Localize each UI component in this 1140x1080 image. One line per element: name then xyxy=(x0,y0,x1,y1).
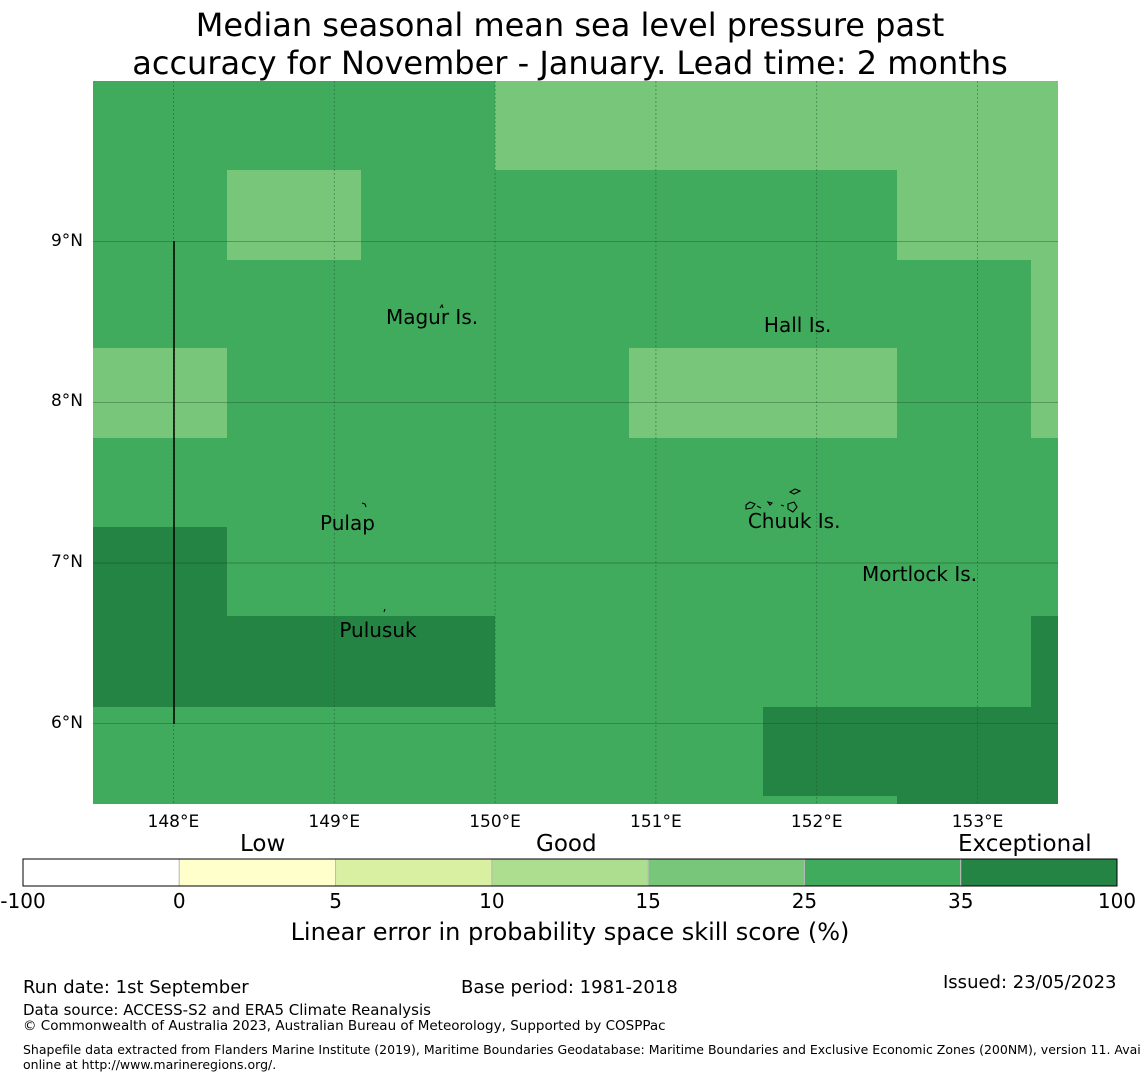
skill-cell xyxy=(227,616,495,707)
skill-cell xyxy=(1031,616,1058,707)
colorbar-segment xyxy=(491,858,649,887)
longitude-label: 152°E xyxy=(790,812,843,832)
colorbar-segment xyxy=(22,858,180,887)
island-outline xyxy=(745,501,756,510)
colorbar-tick-label: -100 xyxy=(0,889,46,913)
place-label: Pulap xyxy=(320,510,375,535)
island-outline xyxy=(439,303,444,309)
title-line-1: Median seasonal mean sea level pressure … xyxy=(195,6,945,44)
category-exceptional: Exceptional xyxy=(958,831,1092,857)
longitude-label: 153°E xyxy=(951,812,1004,832)
island-outline xyxy=(780,504,785,507)
title-line-2: accuracy for November - January. Lead ti… xyxy=(132,44,1008,82)
island-outline xyxy=(361,502,367,508)
place-label: Hall Is. xyxy=(763,313,832,338)
island-outline xyxy=(787,501,798,513)
place-label: Chuuk Is. xyxy=(747,509,841,534)
latitude-label: 7°N xyxy=(50,552,83,572)
colorbar-segment xyxy=(960,858,1118,887)
colorbar-tick-label: 15 xyxy=(635,889,661,913)
data-source: Data source: ACCESS-S2 and ERA5 Climate … xyxy=(23,1001,431,1019)
island-outlines xyxy=(361,303,802,613)
longitude-label: 149°E xyxy=(308,812,361,832)
longitude-label: 151°E xyxy=(630,812,682,832)
skill-cell xyxy=(1031,260,1058,438)
place-label: Mortlock Is. xyxy=(862,562,977,587)
colorbar xyxy=(22,858,1118,887)
island-outline xyxy=(383,608,386,613)
latitude-label: 9°N xyxy=(50,230,83,251)
island-outline xyxy=(788,488,802,495)
place-label: Magur Is. xyxy=(385,305,479,330)
shapefile-credit-1: Shapefile data extracted from Flanders M… xyxy=(23,1042,1140,1057)
colorbar-tick-label: 100 xyxy=(1097,889,1137,913)
skill-cell xyxy=(227,170,361,260)
issued-date: Issued: 23/05/2023 xyxy=(943,972,1117,993)
skill-cell xyxy=(763,707,1058,796)
skill-cell xyxy=(93,348,227,438)
latitude-label: 8°N xyxy=(50,391,83,412)
category-low: Low xyxy=(240,831,286,857)
run-date: Run date: 1st September xyxy=(23,977,249,998)
skill-cell xyxy=(629,348,897,438)
colorbar-tick-label: 10 xyxy=(479,889,505,913)
latitude-label: 6°N xyxy=(50,712,83,733)
category-good: Good xyxy=(536,831,597,857)
longitude-label: 148°E xyxy=(147,812,200,832)
skill-cell xyxy=(897,796,1058,804)
colorbar-frame xyxy=(22,858,1118,887)
longitude-label: 150°E xyxy=(469,812,521,832)
colorbar-title: Linear error in probability space skill … xyxy=(290,918,850,946)
colorbar-tick-label: 25 xyxy=(791,889,818,913)
colorbar-segment xyxy=(335,858,493,887)
base-period: Base period: 1981-2018 xyxy=(461,977,678,998)
chart-title: Median seasonal mean sea level pressure … xyxy=(0,6,1140,82)
graticule xyxy=(93,81,1058,804)
place-label: Pulusuk xyxy=(339,618,417,643)
copyright: © Commonwealth of Australia 2023, Austra… xyxy=(23,1018,666,1034)
shapefile-credit-2: online at http://www.marineregions.org/. xyxy=(23,1057,277,1072)
island-outline xyxy=(766,501,774,506)
colorbar-segment xyxy=(803,858,962,887)
skill-cells xyxy=(93,81,1058,804)
colorbar-segment xyxy=(178,858,337,887)
colorbar-tick-label: 35 xyxy=(947,889,974,913)
colorbar-tick-label: 5 xyxy=(329,889,342,913)
colorbar-segment xyxy=(647,858,805,887)
colorbar-tick-label: 0 xyxy=(172,889,186,913)
skill-cell xyxy=(495,81,1058,170)
skill-cell xyxy=(93,527,227,707)
island-outline xyxy=(756,505,762,509)
